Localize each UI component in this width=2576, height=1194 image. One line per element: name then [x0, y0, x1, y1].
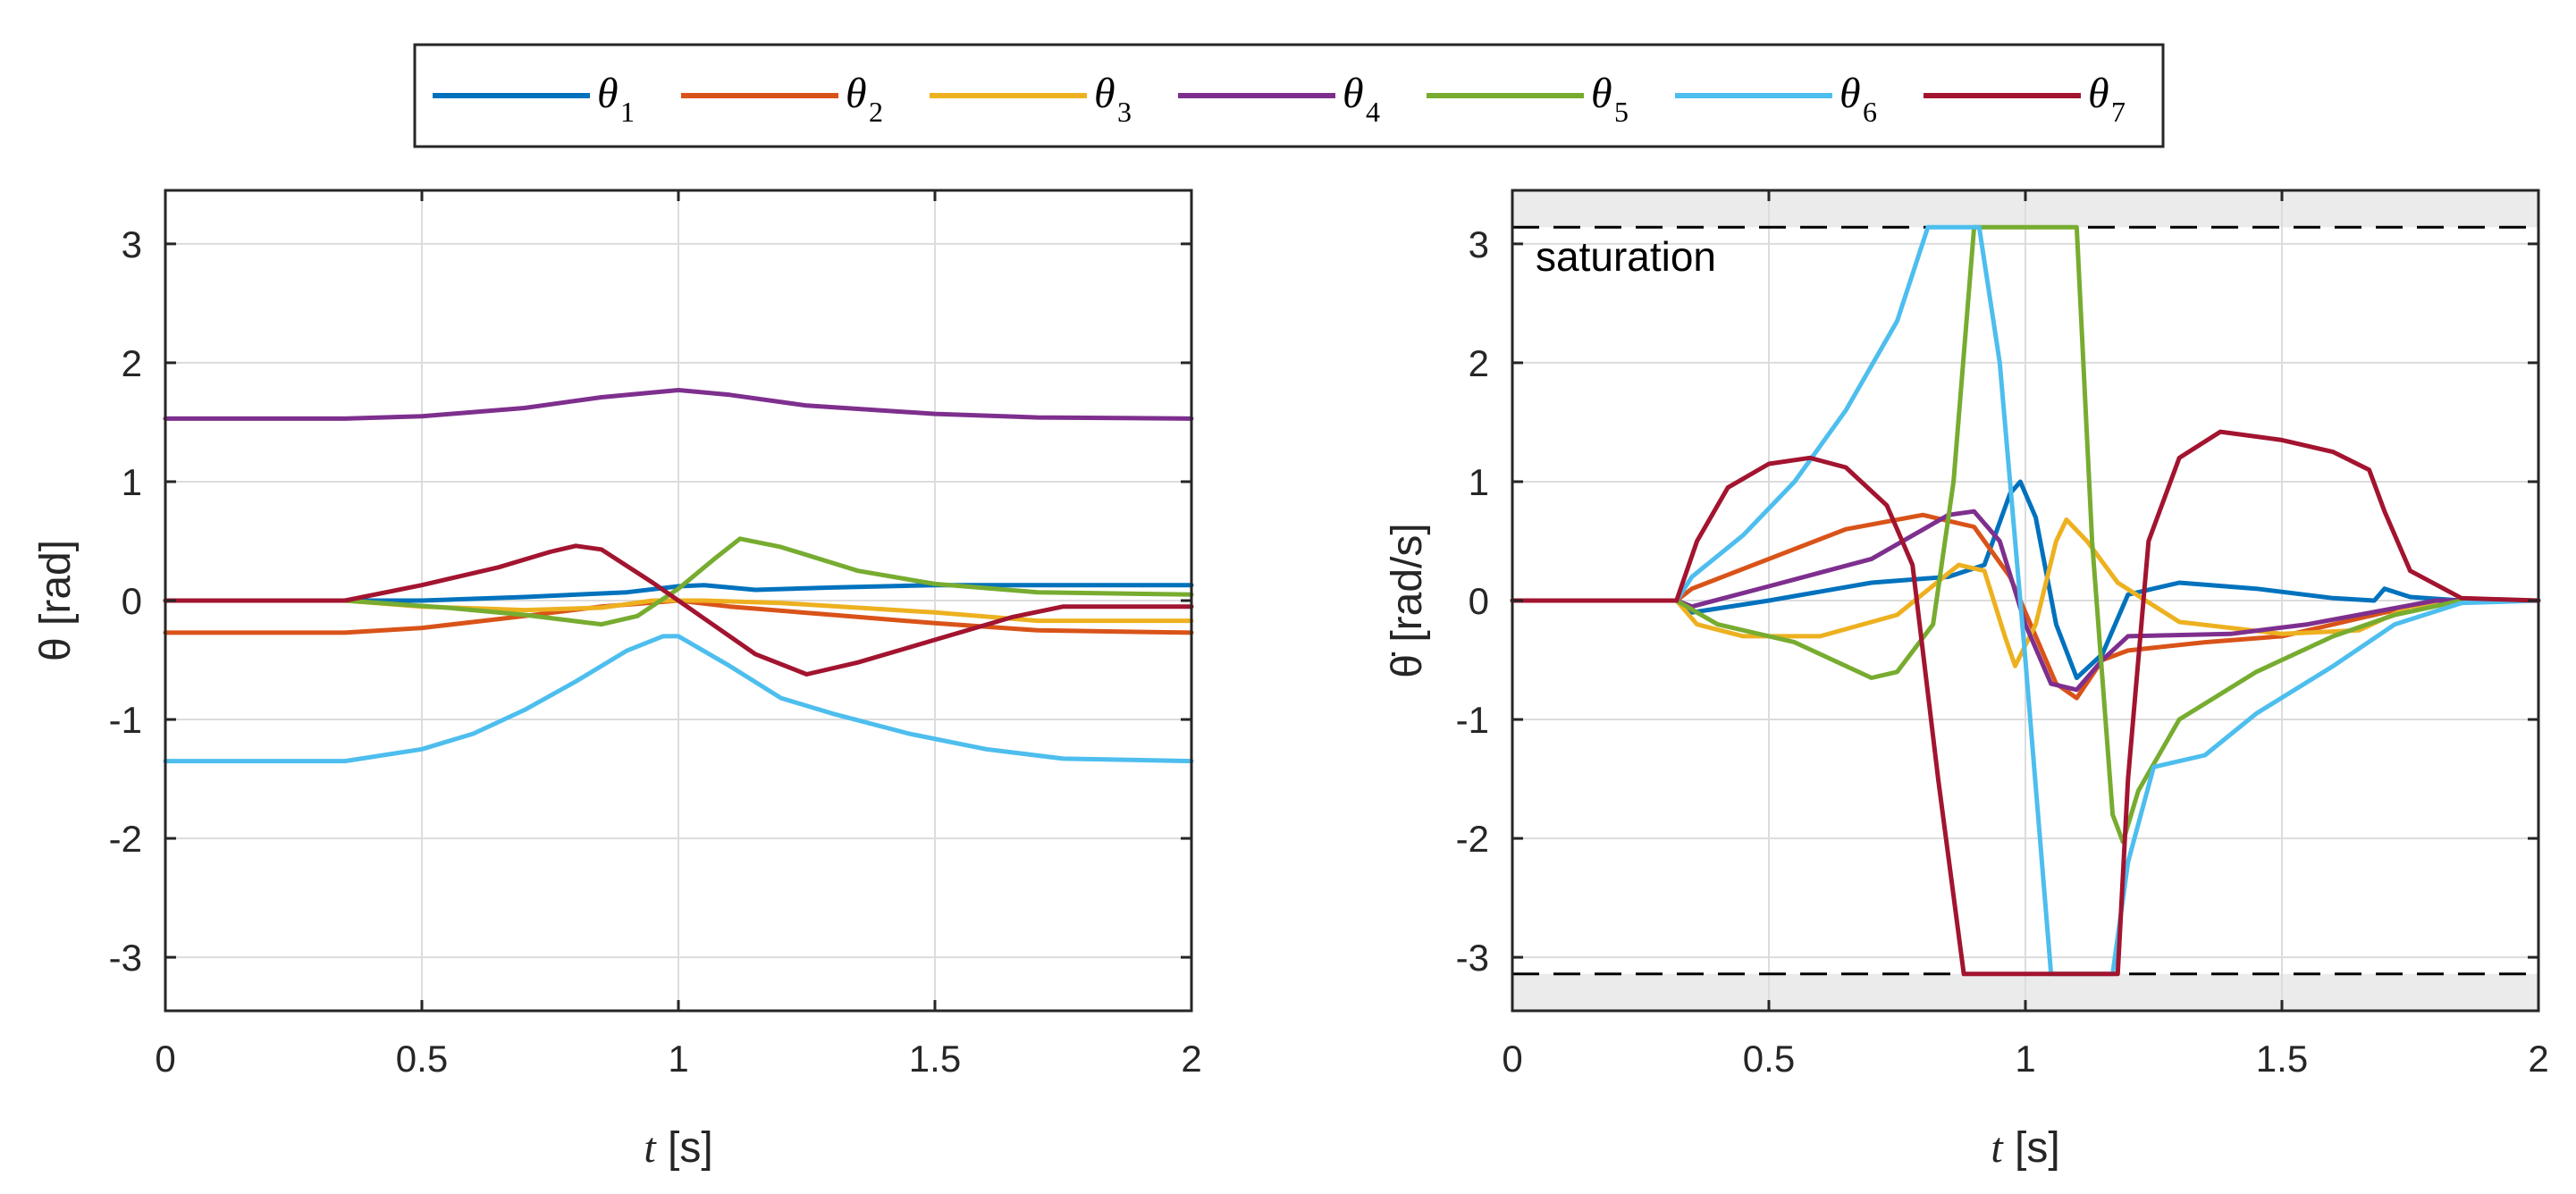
series-layer — [1510, 224, 2541, 977]
x-tick-label: 0 — [155, 1038, 175, 1080]
y-tick-label: 1 — [122, 461, 142, 503]
x-axis-label: t [s] — [1991, 1124, 2059, 1172]
x-tick-label: 0 — [1502, 1038, 1522, 1080]
saturation-label: saturation — [1536, 233, 1716, 280]
y-axis-label: θ̇ [rad/s] — [1384, 523, 1431, 677]
series-line-4 — [163, 388, 1194, 421]
ticks: 0 0.5 1 1.5 2 -3 -2 -1 0 1 2 3 — [1456, 190, 2549, 1080]
legend-sub-5: 5 — [1614, 96, 1629, 128]
x-tick-label: 2 — [2528, 1038, 2548, 1080]
legend-entry-4: θ 4 — [1178, 70, 1380, 128]
legend-label-4: θ — [1343, 70, 1364, 117]
series-layer — [163, 388, 1194, 764]
legend-label-6: θ — [1839, 70, 1861, 117]
series-line-5 — [163, 536, 1194, 627]
y-tick-label: 3 — [1469, 223, 1489, 265]
ticks: 0 0.5 1 1.5 2 -3 -2 -1 0 1 2 3 — [109, 190, 1202, 1080]
series-line-4 — [1510, 509, 2541, 693]
legend-sub-1: 1 — [620, 96, 635, 128]
plot-joint-angles: 0 0.5 1 1.5 2 -3 -2 -1 0 1 2 3 t [s] θ [rad] — [32, 189, 1202, 1172]
legend-label-7: θ — [2088, 70, 2109, 117]
legend-label-1: θ — [597, 70, 619, 117]
x-tick-label: 1 — [2015, 1038, 2035, 1080]
y-tick-label: -3 — [1456, 937, 1489, 979]
legend-entry-6: θ 6 — [1675, 70, 1877, 128]
x-tick-label: 1 — [668, 1038, 688, 1080]
x-tick-label: 2 — [1181, 1038, 1201, 1080]
legend-label-3: θ — [1094, 70, 1115, 117]
y-tick-label: -2 — [109, 818, 142, 860]
y-axis-label: θ [rad] — [32, 540, 80, 661]
x-tick-label: 1.5 — [2256, 1038, 2308, 1080]
legend-sub-7: 7 — [2111, 96, 2126, 128]
y-tick-label: 2 — [122, 342, 142, 384]
y-tick-label: -1 — [1456, 699, 1489, 741]
series-line-7 — [1510, 429, 2541, 977]
y-tick-label: 0 — [1469, 580, 1489, 622]
legend-sub-6: 6 — [1863, 96, 1877, 128]
y-tick-label: -1 — [109, 699, 142, 741]
series-line-7 — [163, 543, 1194, 677]
legend-sub-4: 4 — [1366, 96, 1380, 128]
series-line-6 — [163, 634, 1194, 764]
x-axis-label: t [s] — [644, 1124, 712, 1172]
legend-entry-2: θ 2 — [681, 70, 883, 128]
y-tick-label: -2 — [1456, 818, 1489, 860]
legend-entry-1: θ 1 — [433, 70, 635, 128]
legend-entry-3: θ 3 — [930, 70, 1132, 128]
y-tick-label: 2 — [1469, 342, 1489, 384]
x-tick-label: 1.5 — [909, 1038, 961, 1080]
series-line-6 — [1510, 224, 2541, 977]
x-tick-label: 0.5 — [1743, 1038, 1795, 1080]
legend: θ 1 θ 2 θ 3 θ 4 θ 5 θ 6 θ — [413, 43, 2165, 148]
legend-entry-7: θ 7 — [1924, 70, 2126, 128]
legend-label-5: θ — [1591, 70, 1612, 117]
legend-sub-2: 2 — [869, 96, 883, 128]
y-tick-label: 3 — [122, 223, 142, 265]
series-line-1 — [1510, 479, 2541, 680]
y-tick-label: -3 — [109, 937, 142, 979]
series-line-5 — [1510, 224, 2541, 845]
legend-entry-5: θ 5 — [1427, 70, 1629, 128]
x-tick-label: 0.5 — [396, 1038, 448, 1080]
plot-joint-velocities: 0 0.5 1 1.5 2 -3 -2 -1 0 1 2 3 saturation t [s] θ̇ … — [1384, 189, 2549, 1172]
legend-label-2: θ — [846, 70, 867, 117]
legend-sub-3: 3 — [1117, 96, 1132, 128]
y-tick-label: 1 — [1469, 461, 1489, 503]
y-tick-label: 0 — [122, 580, 142, 622]
